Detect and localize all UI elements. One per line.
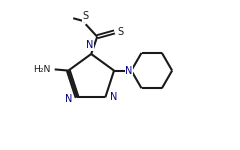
Text: N: N	[65, 94, 73, 104]
Text: H₂N: H₂N	[33, 65, 51, 74]
Text: S: S	[117, 27, 124, 37]
Text: N: N	[110, 92, 117, 102]
Text: S: S	[83, 11, 89, 21]
Text: N: N	[125, 66, 132, 76]
Text: N: N	[86, 40, 94, 50]
